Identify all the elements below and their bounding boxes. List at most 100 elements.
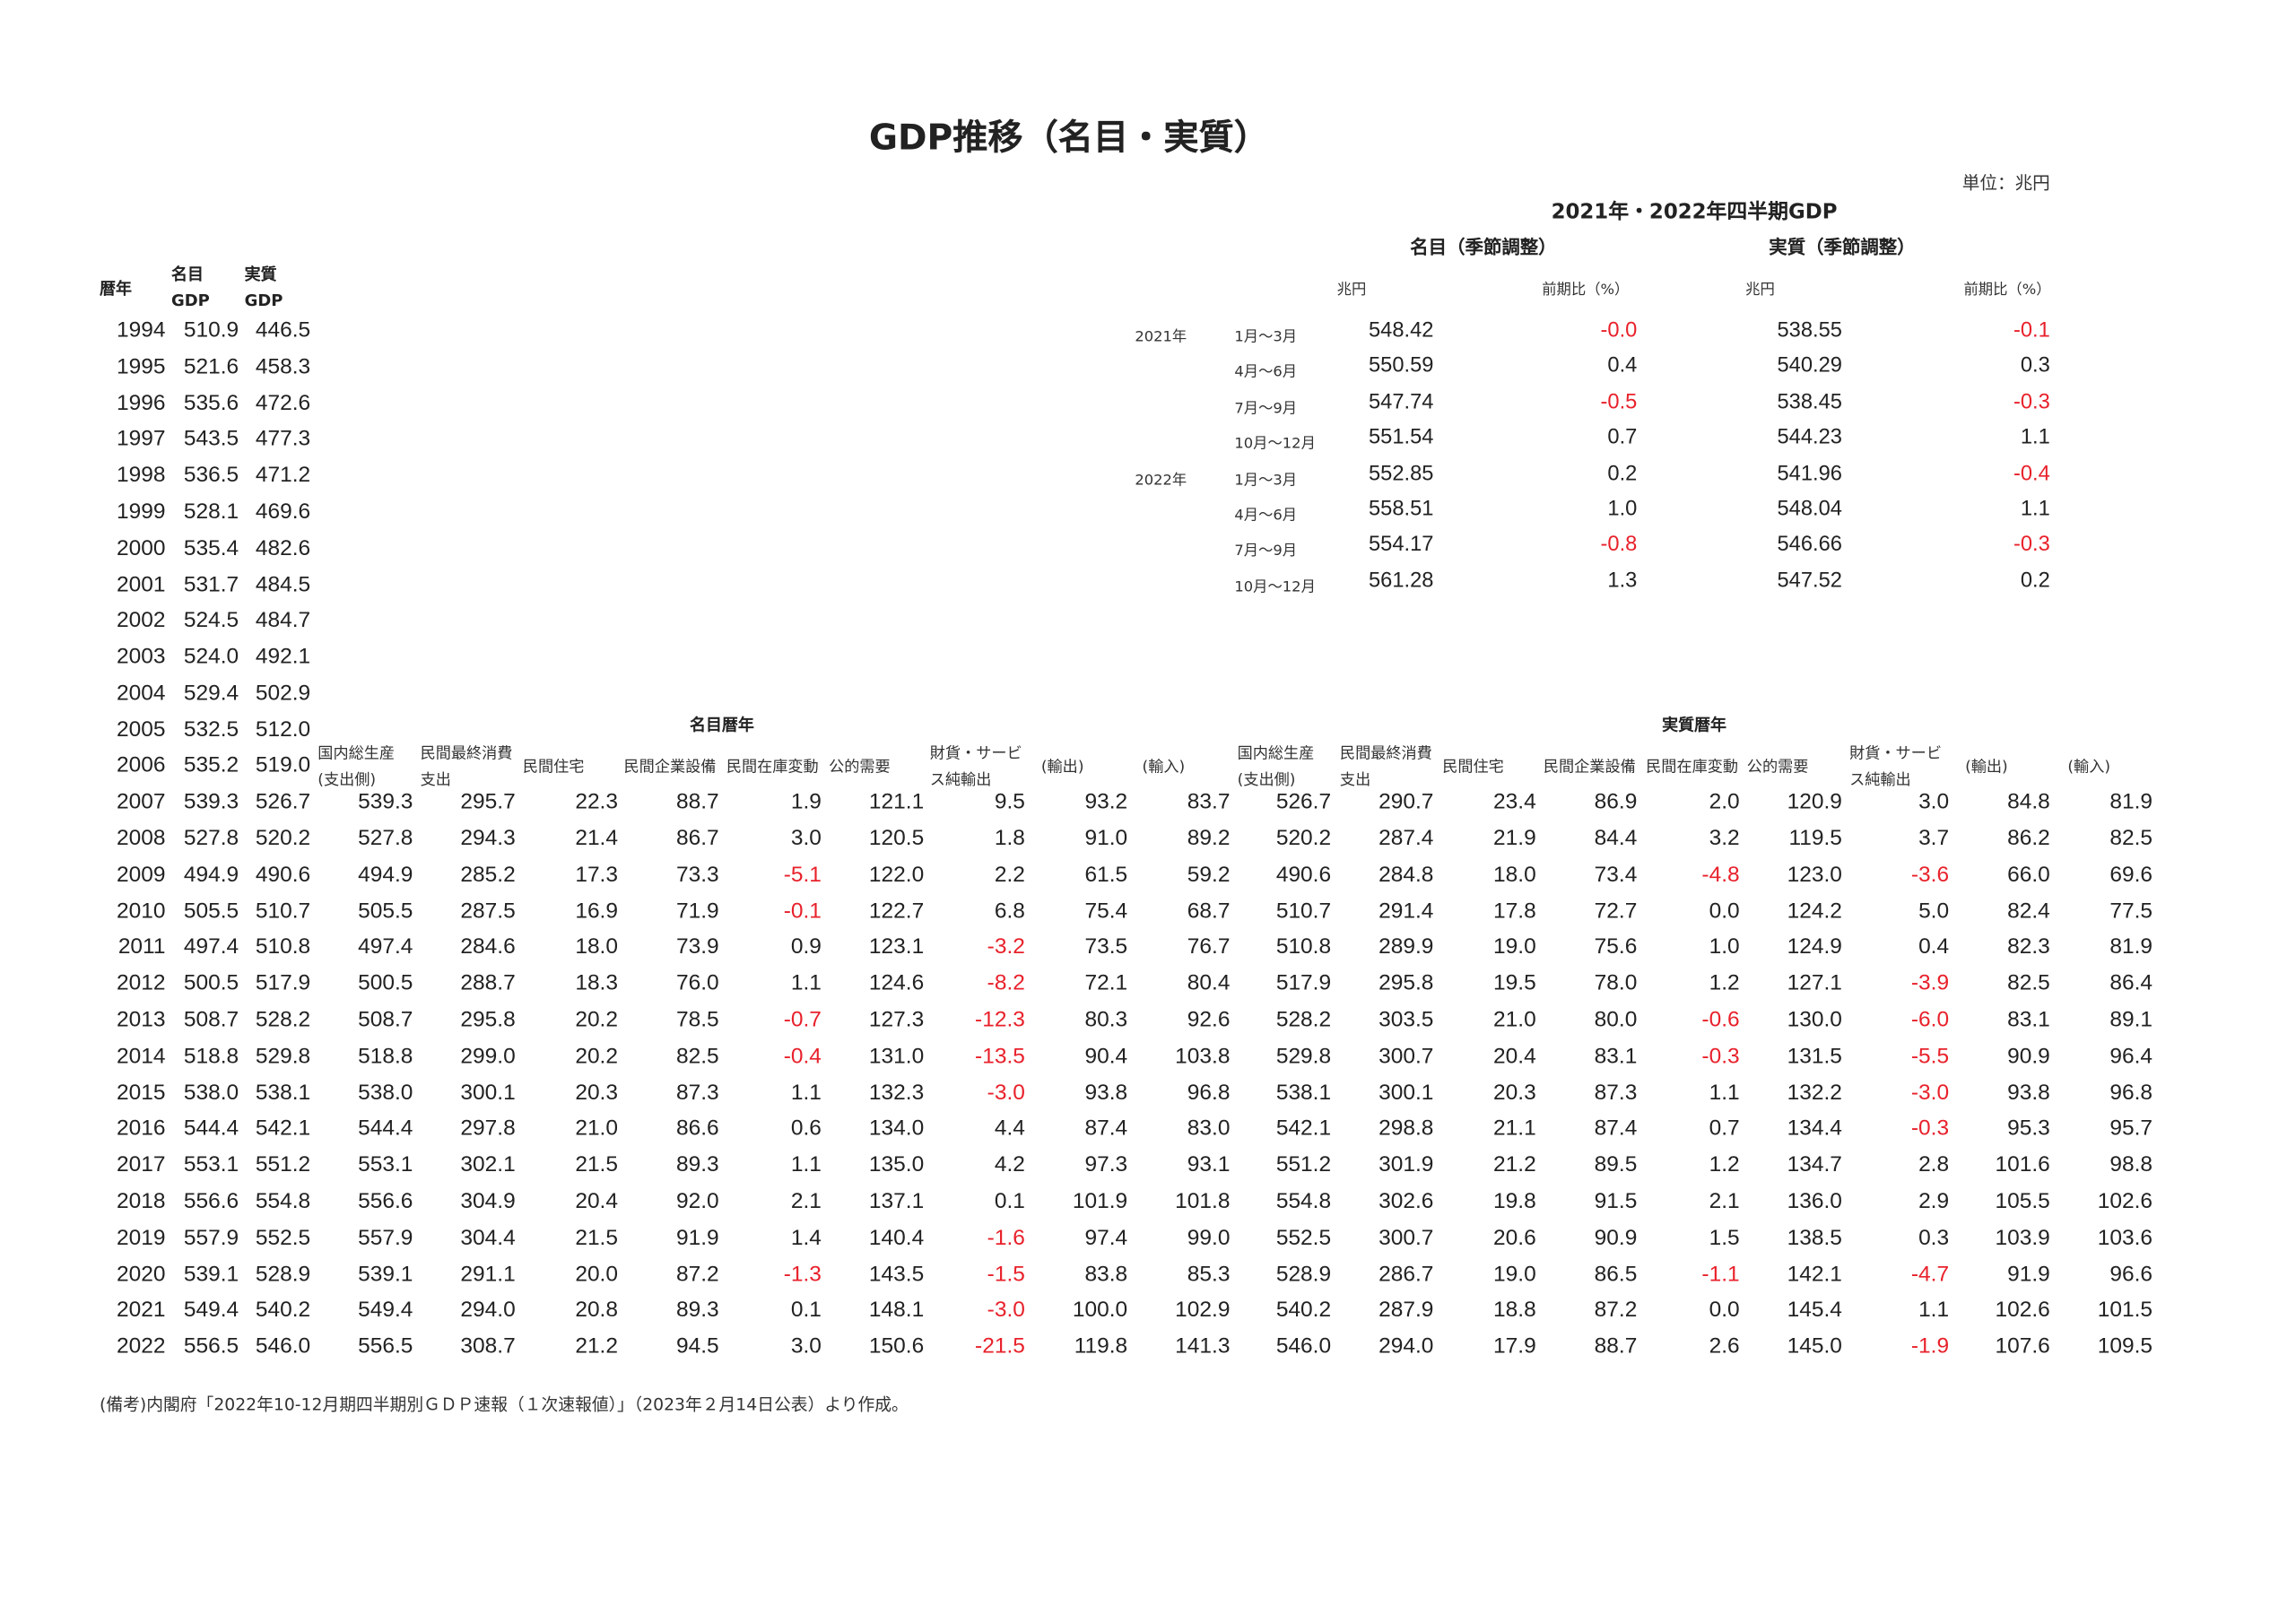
real-detail-cell: 103.6	[2097, 1225, 2153, 1250]
nominal-detail-cell: 539.1	[358, 1261, 413, 1287]
nominal-detail-cell: 93.8	[1084, 1080, 1128, 1105]
page-title: GDP推移（名目・実質）	[868, 117, 1269, 159]
nominal-gdp-cell: 535.6	[183, 390, 239, 415]
nominal-gdp-cell: 510.9	[183, 317, 239, 343]
nominal-gdp-cell: 497.4	[183, 934, 239, 960]
real-detail-cell: 124.2	[1787, 898, 1842, 924]
nominal-detail-cell: 80.3	[1084, 1007, 1128, 1033]
nominal-gdp-cell: 524.5	[183, 608, 239, 633]
nominal-detail-cell: 73.3	[675, 862, 719, 888]
year-cell: 2019	[117, 1225, 166, 1250]
real-detail-cell: 2.0	[1709, 789, 1740, 815]
nominal-change: 0.2	[1607, 462, 1638, 486]
real-detail-cell: 134.4	[1787, 1116, 1842, 1142]
real-detail-cell: 302.6	[1378, 1188, 1434, 1214]
nominal-detail-cell: 90.4	[1084, 1043, 1128, 1069]
real-detail-cell: 145.0	[1787, 1333, 1842, 1359]
real-detail-cell: 528.9	[1275, 1261, 1332, 1287]
column-header: 民間住宅	[523, 754, 585, 780]
nominal-detail-cell: 20.3	[575, 1080, 618, 1105]
real-detail-cell: 1.1	[1709, 1080, 1740, 1105]
column-header-line: (輸出)	[1040, 758, 1084, 777]
year-cell: 2010	[117, 898, 166, 924]
real-detail-cell: 300.1	[1378, 1080, 1434, 1105]
nominal-detail-cell: 124.6	[868, 970, 925, 996]
nominal-detail-cell: -0.1	[783, 898, 822, 924]
nominal-detail-cell: 71.9	[675, 898, 719, 924]
nominal-gdp-cell: 556.6	[183, 1188, 239, 1214]
real-detail-cell: 1.1	[1918, 1298, 1950, 1323]
nominal-value: 548.42	[1368, 318, 1434, 343]
real-gdp-cell: 458.3	[255, 353, 311, 379]
quarter-label: 10月～12月	[1234, 436, 1316, 453]
nominal-detail-cell: 73.5	[1084, 934, 1128, 960]
nominal-detail-cell: 137.1	[868, 1188, 925, 1214]
nominal-detail-cell: 284.6	[460, 934, 516, 960]
real-value: 538.45	[1777, 390, 1842, 414]
nominal-detail-cell: 88.7	[675, 789, 719, 815]
quarterly-col-header: 前期比（%）	[1963, 282, 2051, 300]
nominal-change: -0.8	[1600, 533, 1638, 558]
real-detail-cell: -3.0	[1910, 1080, 1950, 1105]
year-cell: 2015	[117, 1080, 166, 1105]
real-detail-cell: 132.2	[1787, 1080, 1842, 1105]
nominal-gdp-cell: 524.0	[183, 644, 239, 670]
year-cell: 2018	[117, 1188, 166, 1214]
real-gdp-cell: 538.1	[255, 1080, 311, 1105]
column-header-line: (輸入)	[2067, 758, 2111, 777]
real-detail-cell: 131.5	[1787, 1043, 1842, 1069]
year-cell: 2002	[117, 608, 166, 633]
real-gdp-cell: 546.0	[255, 1333, 311, 1359]
real-detail-cell: 130.0	[1787, 1007, 1842, 1033]
real-gdp-cell: 492.1	[255, 644, 311, 670]
nominal-detail-cell: 73.9	[675, 934, 719, 960]
nominal-detail-cell: -13.5	[975, 1043, 1025, 1069]
year-cell: 1996	[117, 390, 166, 415]
real-detail-cell: 87.2	[1594, 1298, 1638, 1323]
nominal-detail-cell: 85.3	[1187, 1261, 1231, 1287]
column-header-line: 支出	[1339, 771, 1371, 790]
real-detail-cell: 81.9	[2109, 789, 2153, 815]
real-detail-cell: 490.6	[1275, 862, 1332, 888]
column-header-line: 民間最終消費	[420, 745, 513, 763]
quarterly-real-header: 実質（季節調整）	[1769, 235, 1916, 258]
nominal-detail-cell: -1.6	[987, 1225, 1025, 1250]
real-detail-cell: 66.0	[2007, 862, 2050, 888]
column-header: 国内総生産 (支出側)	[317, 741, 395, 794]
real-detail-cell: 80.0	[1594, 1007, 1638, 1033]
real-detail-cell: 17.9	[1493, 1333, 1536, 1359]
nominal-gdp-cell: 508.7	[183, 1007, 239, 1033]
nominal-detail-cell: -8.2	[987, 970, 1025, 996]
real-detail-cell: 95.3	[2007, 1116, 2050, 1142]
nominal-detail-cell: 92.6	[1187, 1007, 1231, 1033]
real-detail-cell: -6.0	[1910, 1007, 1950, 1033]
nominal-detail-cell: 93.2	[1084, 789, 1128, 815]
real-detail-cell: 95.7	[2109, 1116, 2153, 1142]
nominal-detail-cell: 299.0	[460, 1043, 516, 1069]
real-detail-cell: 1.2	[1709, 970, 1740, 996]
real-detail-cell: 96.4	[2109, 1043, 2153, 1069]
real-detail-cell: 18.8	[1493, 1298, 1536, 1323]
nominal-detail-cell: 0.9	[790, 934, 822, 960]
quarterly-col-header: 前期比（%）	[1542, 282, 1630, 300]
nominal-detail-cell: 22.3	[575, 789, 618, 815]
nominal-detail-cell: 132.3	[868, 1080, 925, 1105]
nominal-detail-cell: 508.7	[358, 1007, 413, 1033]
real-detail-cell: 300.7	[1378, 1043, 1434, 1069]
real-detail-cell: 120.9	[1787, 789, 1842, 815]
real-detail-cell: 287.9	[1378, 1298, 1434, 1323]
nominal-detail-cell: 101.8	[1175, 1188, 1231, 1214]
nominal-detail-cell: 297.8	[460, 1116, 516, 1142]
real-detail-cell: -1.9	[1910, 1333, 1950, 1359]
column-header-line: 支出	[420, 771, 451, 790]
nominal-change: 0.7	[1607, 426, 1638, 450]
real-detail-cell: 529.8	[1275, 1043, 1332, 1069]
real-detail-cell: 93.8	[2007, 1080, 2050, 1105]
real-detail-cell: 82.5	[2007, 970, 2050, 996]
nominal-detail-cell: 86.7	[675, 825, 719, 851]
real-detail-cell: 127.1	[1787, 970, 1842, 996]
nominal-gdp-header: 名目 GDP	[171, 262, 210, 315]
nominal-detail-cell: 72.1	[1084, 970, 1128, 996]
nominal-detail-cell: 1.1	[790, 970, 822, 996]
nominal-detail-cell: 18.3	[575, 970, 618, 996]
